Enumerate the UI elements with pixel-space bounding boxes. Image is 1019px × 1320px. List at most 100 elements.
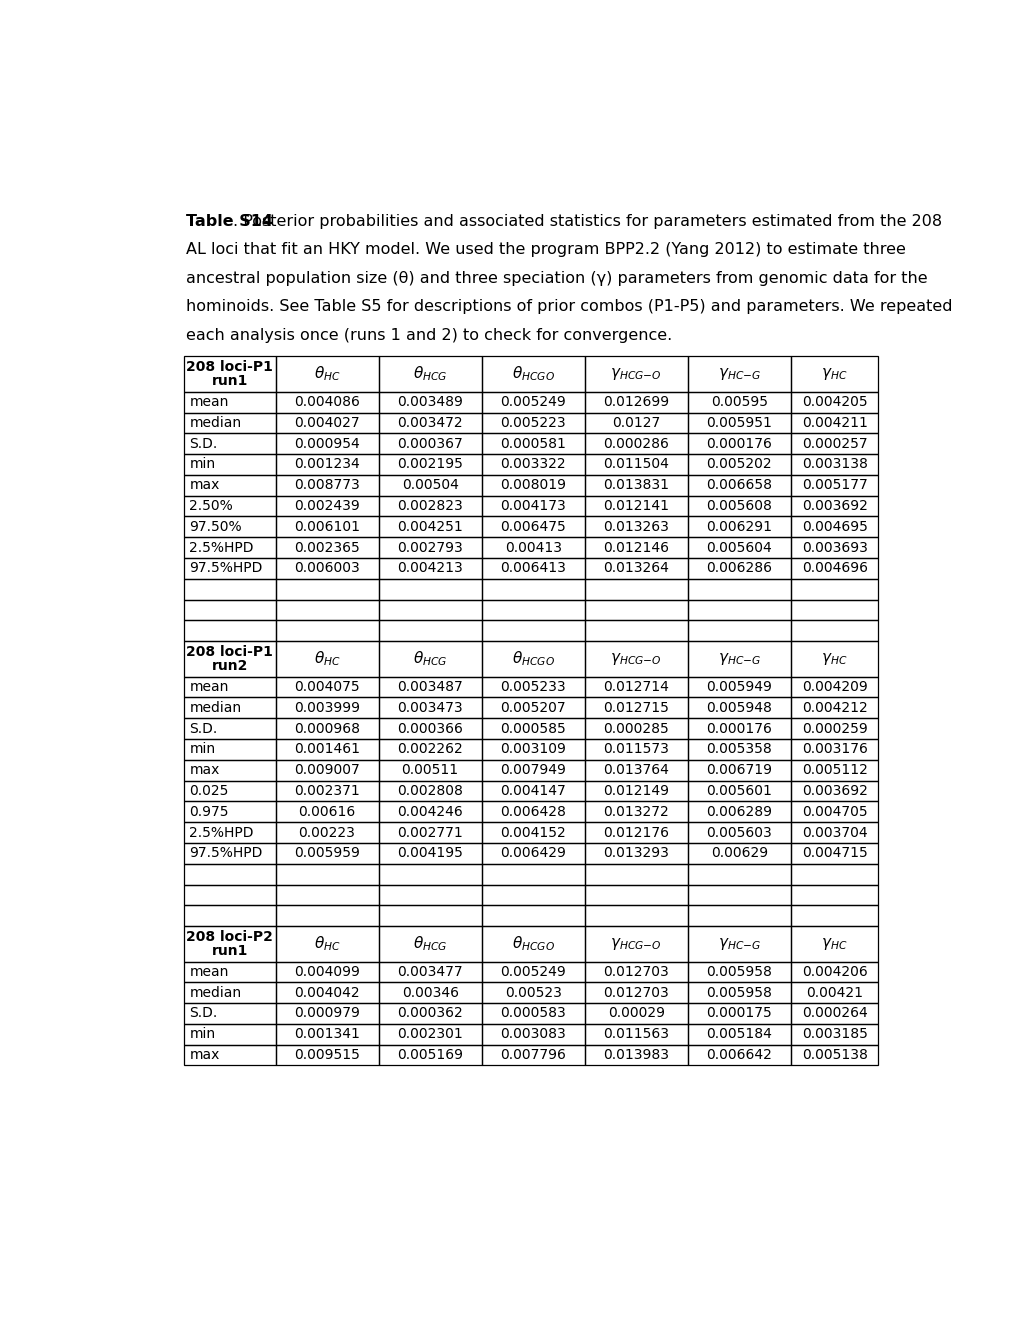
Bar [481, 356, 584, 392]
Text: 0.004212: 0.004212 [801, 701, 867, 715]
Bar [275, 537, 378, 558]
Bar [687, 697, 790, 718]
Bar [183, 739, 275, 760]
Text: 0.004075: 0.004075 [293, 680, 360, 694]
Bar [584, 475, 687, 496]
Bar [275, 496, 378, 516]
Text: ancestral population size (θ) and three speciation (γ) parameters from genomic d: ancestral population size (θ) and three … [185, 271, 926, 286]
Bar [687, 1024, 790, 1044]
Text: $\gamma_{HCG\mathrm{-}O}$: $\gamma_{HCG\mathrm{-}O}$ [609, 651, 661, 667]
Text: 0.011563: 0.011563 [602, 1027, 668, 1041]
Text: $\theta_{HCG}$: $\theta_{HCG}$ [413, 649, 447, 668]
Text: 0.000259: 0.000259 [801, 722, 867, 735]
Text: 0.004213: 0.004213 [396, 561, 463, 576]
Bar [687, 1003, 790, 1024]
Text: each analysis once (runs 1 and 2) to check for convergence.: each analysis once (runs 1 and 2) to che… [185, 327, 672, 343]
Bar [378, 642, 481, 677]
Bar [378, 739, 481, 760]
Bar [687, 822, 790, 843]
Bar [183, 927, 275, 961]
Bar [275, 475, 378, 496]
Bar [481, 392, 584, 412]
Bar [183, 413, 275, 433]
Text: min: min [190, 742, 215, 756]
Text: 0.004246: 0.004246 [396, 805, 463, 818]
Bar [183, 718, 275, 739]
Text: 0.000954: 0.000954 [293, 437, 360, 450]
Bar [183, 558, 275, 579]
Bar [378, 843, 481, 863]
Text: 0.003693: 0.003693 [801, 541, 867, 554]
Bar [378, 620, 481, 642]
Text: 0.000979: 0.000979 [293, 1006, 360, 1020]
Text: 0.003176: 0.003176 [801, 742, 867, 756]
Text: 0.005112: 0.005112 [801, 763, 867, 777]
Text: 208 loci-P1: 208 loci-P1 [186, 360, 273, 374]
Text: 0.013983: 0.013983 [602, 1048, 668, 1063]
Text: 0.003489: 0.003489 [396, 395, 463, 409]
Text: 0.975: 0.975 [190, 805, 229, 818]
Bar [584, 454, 687, 475]
Bar [584, 906, 687, 927]
Bar [183, 1044, 275, 1065]
Bar [481, 780, 584, 801]
Bar [687, 843, 790, 863]
Text: 0.006719: 0.006719 [706, 763, 771, 777]
Bar [378, 780, 481, 801]
Bar [275, 454, 378, 475]
Text: 0.005604: 0.005604 [706, 541, 771, 554]
Bar [790, 413, 877, 433]
Text: $\theta_{HC}$: $\theta_{HC}$ [314, 935, 340, 953]
Bar [275, 1024, 378, 1044]
Bar [790, 516, 877, 537]
Text: 0.013831: 0.013831 [602, 478, 668, 492]
Bar [687, 739, 790, 760]
Text: 0.004211: 0.004211 [801, 416, 867, 430]
Bar [790, 579, 877, 599]
Text: $\gamma_{HCG\mathrm{-}O}$: $\gamma_{HCG\mathrm{-}O}$ [609, 936, 661, 952]
Bar [378, 697, 481, 718]
Bar [687, 356, 790, 392]
Text: 0.004206: 0.004206 [801, 965, 867, 979]
Text: 0.002371: 0.002371 [293, 784, 360, 799]
Text: 0.000968: 0.000968 [293, 722, 360, 735]
Text: max: max [190, 478, 220, 492]
Bar [275, 906, 378, 927]
Bar [275, 822, 378, 843]
Text: 2.5%HPD: 2.5%HPD [190, 825, 254, 840]
Text: 0.003138: 0.003138 [801, 458, 867, 471]
Bar [790, 620, 877, 642]
Text: 0.013293: 0.013293 [603, 846, 668, 861]
Bar [481, 599, 584, 620]
Bar [183, 433, 275, 454]
Bar [584, 642, 687, 677]
Bar [183, 392, 275, 412]
Text: 0.002262: 0.002262 [396, 742, 463, 756]
Text: 0.002301: 0.002301 [396, 1027, 463, 1041]
Bar [275, 884, 378, 906]
Bar [584, 760, 687, 780]
Text: min: min [190, 1027, 215, 1041]
Text: 0.012149: 0.012149 [602, 784, 668, 799]
Bar [481, 739, 584, 760]
Text: 0.005138: 0.005138 [801, 1048, 867, 1063]
Text: 0.005223: 0.005223 [500, 416, 566, 430]
Bar [584, 884, 687, 906]
Text: 0.005958: 0.005958 [706, 986, 771, 999]
Text: 0.00421: 0.00421 [805, 986, 862, 999]
Bar [275, 927, 378, 961]
Text: S.D.: S.D. [190, 722, 217, 735]
Bar [275, 413, 378, 433]
Text: 0.004695: 0.004695 [801, 520, 867, 533]
Text: run1: run1 [211, 374, 248, 388]
Bar [687, 863, 790, 884]
Bar [481, 1024, 584, 1044]
Text: 0.000176: 0.000176 [706, 722, 771, 735]
Bar [275, 558, 378, 579]
Bar [790, 697, 877, 718]
Text: 0.000362: 0.000362 [396, 1006, 463, 1020]
Bar [183, 579, 275, 599]
Text: 0.00595: 0.00595 [710, 395, 767, 409]
Text: 0.005202: 0.005202 [706, 458, 771, 471]
Text: 0.005949: 0.005949 [706, 680, 771, 694]
